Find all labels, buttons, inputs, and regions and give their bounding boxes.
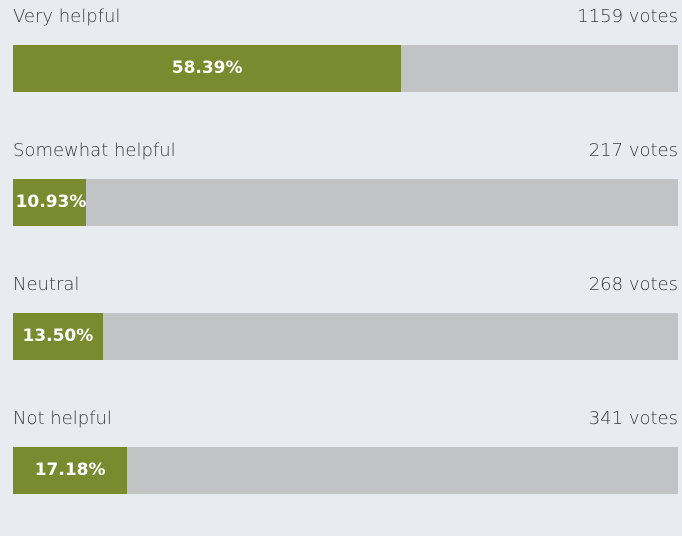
bar-fill (13, 45, 402, 92)
bar-track: 10.93% (13, 179, 678, 226)
option-label: Not helpful (13, 408, 112, 429)
bar-fill (13, 313, 103, 360)
vote-count: 217 votes (588, 140, 678, 161)
option-header: Neutral 268 votes (13, 274, 678, 300)
bar-track: 58.39% (13, 45, 678, 92)
option-label: Neutral (13, 274, 80, 295)
percent-label: 58.39% (171, 58, 243, 78)
option-header: Somewhat helpful 217 votes (13, 140, 678, 166)
bar-track: 17.18% (13, 447, 678, 494)
poll-option: Neutral 268 votes 13.50% (13, 268, 678, 402)
percent-label: 17.18% (34, 460, 106, 480)
vote-count: 341 votes (588, 408, 678, 429)
bar-track: 13.50% (13, 313, 678, 360)
option-header: Very helpful 1159 votes (13, 6, 678, 32)
poll-option: Very helpful 1159 votes 58.39% (13, 0, 678, 134)
poll-option: Not helpful 341 votes 17.18% (13, 402, 678, 536)
bar-fill (13, 447, 128, 494)
option-header: Not helpful 341 votes (13, 408, 678, 434)
option-label: Very helpful (13, 6, 121, 27)
poll-option: Somewhat helpful 217 votes 10.93% (13, 134, 678, 268)
vote-count: 268 votes (588, 274, 678, 295)
bar-fill (13, 179, 86, 226)
vote-count: 1159 votes (577, 6, 678, 27)
option-label: Somewhat helpful (13, 140, 176, 161)
percent-label: 10.93% (15, 192, 87, 212)
poll-results: Very helpful 1159 votes 58.39% Somewhat hel… (13, 0, 678, 494)
percent-label: 13.50% (22, 326, 94, 346)
